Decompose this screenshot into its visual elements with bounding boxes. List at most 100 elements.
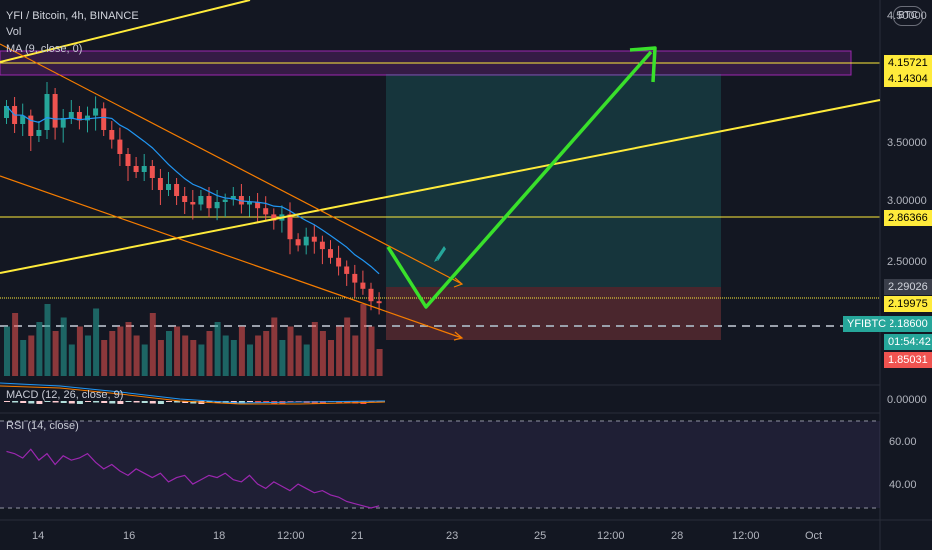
- macd-histogram-bar: [344, 401, 351, 403]
- volume-bar: [311, 322, 318, 376]
- candle-body: [287, 214, 293, 240]
- volume-bar: [166, 331, 172, 376]
- candle-body: [352, 273, 358, 283]
- candle-body: [319, 241, 325, 250]
- candle-body: [247, 202, 252, 205]
- macd-histogram-bar: [28, 401, 35, 404]
- price-tick: 2.50000: [887, 256, 927, 268]
- macd-histogram-bar: [157, 401, 164, 404]
- rsi-band-fill: [0, 421, 880, 508]
- volume-bar: [60, 317, 67, 376]
- drawing-lines: [0, 0, 881, 341]
- currency-button[interactable]: BTC: [893, 6, 923, 26]
- volume-bar: [360, 304, 367, 376]
- price-badge-resistance: 2.86366: [884, 210, 932, 226]
- candle-body: [182, 196, 188, 202]
- symbol-title[interactable]: YFI / Bitcoin, 4h, BINANCE: [6, 10, 139, 22]
- macd-histogram-bar: [60, 401, 67, 403]
- macd-histogram-bar: [133, 401, 140, 403]
- volume-bar: [344, 317, 351, 376]
- candle-body: [222, 199, 228, 202]
- price-badge-target-bottom: 4.14304: [884, 71, 932, 87]
- profit-zone: [386, 74, 721, 287]
- macd-histogram-bar: [109, 401, 116, 404]
- candle-body: [44, 94, 50, 130]
- candle-body: [206, 196, 212, 209]
- macd-line: [0, 382, 386, 404]
- candle-body: [36, 130, 42, 136]
- macd-tick: 0.00000: [887, 394, 927, 406]
- macd-histogram-bar: [68, 401, 75, 404]
- macd-histogram-bar: [20, 401, 27, 403]
- volume-bar: [149, 313, 156, 376]
- price-tick: 4.50000: [887, 10, 927, 22]
- candle-body: [117, 139, 123, 154]
- ma-legend[interactable]: MA (9, close, 0): [6, 43, 83, 55]
- candle-body: [149, 166, 155, 178]
- channel-line-lower: [0, 175, 463, 339]
- volume-bar: [109, 331, 116, 376]
- channel-arrowhead: [453, 331, 464, 341]
- rsi-line: [6, 448, 380, 509]
- price-badge-entry: 2.29026: [884, 279, 932, 295]
- candle-body: [311, 236, 317, 242]
- volume-bar: [303, 344, 310, 376]
- candle-body: [376, 301, 382, 304]
- macd-legend[interactable]: MACD (12, 26, close, 9): [6, 389, 124, 401]
- macd-histogram-bar: [85, 401, 91, 402]
- candle-body: [230, 196, 236, 200]
- macd-histogram-bar: [174, 401, 181, 403]
- candle-body: [255, 202, 261, 209]
- price-candles: [4, 82, 382, 315]
- price-badge-target-top: 4.15721: [884, 55, 932, 71]
- candle-body: [295, 239, 301, 246]
- time-tick: 21: [351, 530, 364, 542]
- volume-bar: [4, 326, 10, 376]
- volume-bar: [28, 335, 35, 376]
- volume-bar: [68, 344, 75, 376]
- volume-bar: [230, 340, 237, 376]
- volume-bar: [247, 344, 253, 376]
- candle-body: [133, 166, 139, 172]
- volume-bar: [214, 322, 221, 376]
- macd-histogram-bar: [263, 401, 270, 403]
- macd-histogram-bar: [287, 401, 294, 402]
- channel-line-upper: [0, 43, 463, 285]
- volume-bar: [287, 326, 294, 376]
- volume-bar: [182, 335, 189, 376]
- candle-body: [68, 112, 74, 118]
- macd-histogram-bar: [101, 401, 108, 403]
- price-badge-support: 2.19975: [884, 296, 932, 312]
- macd-histogram-bar: [255, 401, 262, 403]
- volume-bar: [101, 340, 108, 376]
- volume-bar: [222, 335, 229, 376]
- trendline-yellow-upper: [0, 0, 251, 63]
- time-tick: 12:00: [732, 530, 760, 542]
- projection-arrow: [386, 50, 653, 309]
- candle-body: [336, 257, 342, 267]
- candle-countdown: 01:54:42: [884, 334, 932, 350]
- candle-body: [141, 166, 147, 172]
- volume-bar: [279, 340, 286, 376]
- macd-histogram-bar: [141, 401, 148, 403]
- rsi-legend[interactable]: RSI (14, close): [6, 420, 79, 432]
- vol-legend[interactable]: Vol: [6, 26, 22, 38]
- rsi-tick: 60.00: [889, 436, 917, 448]
- macd-histogram-bar: [190, 401, 197, 404]
- macd-histogram-bar: [206, 401, 213, 402]
- candle-body: [263, 208, 269, 215]
- macd-signal-line: [0, 385, 386, 405]
- time-tick: 14: [32, 530, 45, 542]
- volume-bar: [20, 340, 27, 376]
- candle-body: [28, 115, 34, 136]
- price-tick: 3.00000: [887, 195, 927, 207]
- price-tick: 3.50000: [887, 137, 927, 149]
- volume-bar: [368, 326, 375, 376]
- macd-histogram-bar: [319, 401, 326, 404]
- drawing-zones: [0, 50, 852, 340]
- candle-body: [93, 108, 99, 116]
- macd-histogram-bar: [166, 401, 172, 402]
- volume-bar: [271, 317, 278, 376]
